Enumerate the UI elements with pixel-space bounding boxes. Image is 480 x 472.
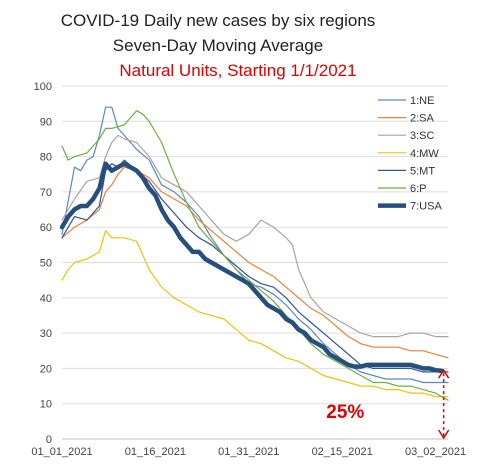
y-tick-label: 90 — [40, 116, 52, 128]
legend-label: 1:NE — [410, 95, 434, 107]
legend-label: 7:USA — [410, 201, 442, 213]
y-tick-label: 40 — [40, 293, 52, 305]
chart-subtitle: Seven-Day Moving Average — [113, 36, 323, 55]
series-line-4mw — [61, 230, 449, 398]
series-line-5mt — [61, 159, 449, 373]
y-tick-label: 80 — [40, 152, 52, 164]
x-axis-ticks: 01_01_2021 01_16_2021 01_31_2021 02_15_2021… — [31, 446, 466, 458]
chart-subtitle-units: Natural Units, Starting 1/1/2021 — [119, 61, 356, 80]
series-line-3sc — [61, 134, 449, 338]
y-tick-label: 50 — [40, 258, 52, 270]
x-tick-label: 02_15_2021 — [312, 446, 373, 458]
x-tick-label: 01_16_2021 — [125, 446, 186, 458]
y-tick-label: 0 — [46, 434, 52, 446]
gridlines — [62, 85, 448, 440]
legend-label: 3:SC — [410, 130, 435, 142]
legend-label: 6:P — [410, 183, 427, 195]
y-tick-label: 20 — [40, 363, 52, 375]
decline-arrow-head-up — [438, 368, 450, 379]
x-tick-label: 01_31_2021 — [218, 446, 279, 458]
y-tick-label: 60 — [40, 222, 52, 234]
x-tick-label: 01_01_2021 — [31, 446, 92, 458]
legend-label: 5:MT — [410, 165, 435, 177]
series-lines — [59, 106, 449, 401]
decline-arrow-head-down — [438, 429, 450, 440]
y-tick-label: 100 — [34, 81, 52, 93]
y-tick-label: 30 — [40, 328, 52, 340]
legend: 1:NE 2:SA 3:SC 4:MW 5:MT 6:P 7:USA — [378, 95, 442, 213]
series-line-6p — [61, 110, 449, 401]
series-line-1ne — [61, 106, 449, 384]
annotations: 25% — [326, 368, 450, 440]
y-tick-label: 70 — [40, 187, 52, 199]
legend-label: 2:SA — [410, 113, 435, 125]
series-line-7usa — [59, 161, 445, 374]
x-tick-label: 03_02_2021 — [405, 446, 466, 458]
legend-label: 4:MW — [410, 148, 439, 160]
y-tick-label: 10 — [40, 399, 52, 411]
chart-title: COVID-19 Daily new cases by six regions — [61, 11, 376, 30]
series-line-2sa — [61, 166, 449, 359]
y-axis-ticks: 0 10 20 30 40 50 60 70 80 90 100 — [34, 81, 52, 446]
annotation-percent: 25% — [326, 402, 364, 423]
